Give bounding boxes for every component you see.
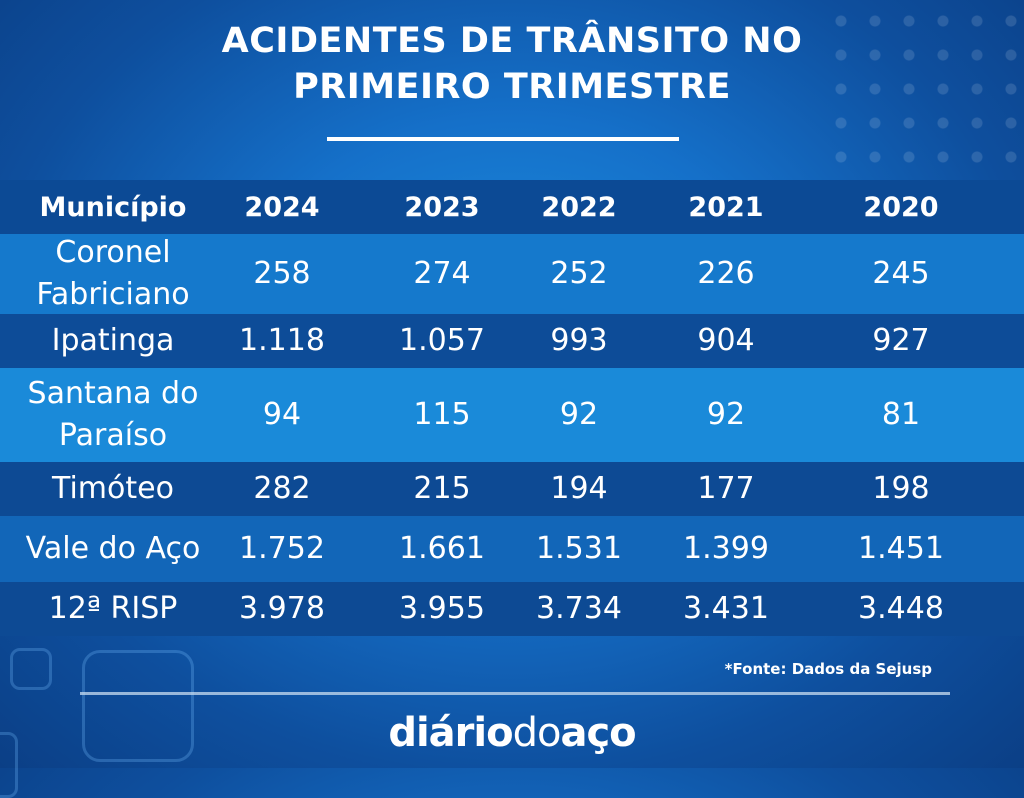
municipality-label-line: Ipatinga [51,323,175,358]
rounded-square-decoration [10,648,52,690]
table-cell-value: 1.451 [858,531,944,566]
table-cell-value: 81 [881,397,921,432]
municipality-label: 12ª RISP [8,582,218,636]
column-header-2024: 2024 [244,191,320,223]
table-cell-value: 3.431 [683,591,769,626]
municipality-label: Vale do Aço [8,516,218,582]
table-cell-value: 927 [872,323,930,358]
table-cell-value: 194 [550,471,608,506]
rounded-square-decoration [82,650,194,762]
table-row: Coronel Fabriciano 258 274 252 226 245 [0,234,1024,314]
page-title: ACIDENTES DE TRÂNSITO NO PRIMEIRO TRIMES… [0,18,1024,110]
logo-part-diario: diário [388,710,513,756]
title-line-1: ACIDENTES DE TRÂNSITO NO [221,21,803,61]
brand-logo: diáriodoaço [0,710,1024,756]
column-header-2021: 2021 [688,191,764,223]
table-cell-value: 904 [697,323,755,358]
municipality-label: Ipatinga [8,314,218,368]
column-header-2020: 2020 [863,191,939,223]
table-cell-value: 198 [872,471,930,506]
municipality-label: Coronel Fabriciano [8,234,218,314]
table-cell-value: 115 [413,397,471,432]
municipality-label-line: Santana do [27,376,199,411]
table-header-row: Município 2024 2023 2022 2021 2020 [0,180,1024,234]
logo-part-aco: aço [560,710,636,756]
table-cell-value: 282 [253,471,311,506]
table-cell-value: 1.057 [399,323,485,358]
table-cell-value: 1.118 [239,323,325,358]
column-header-municipio: Município [39,191,187,223]
table-cell-value: 3.448 [858,591,944,626]
table-row: 12ª RISP 3.978 3.955 3.734 3.431 3.448 [0,582,1024,636]
table-cell-value: 92 [559,397,599,432]
table-row: Vale do Aço 1.752 1.661 1.531 1.399 1.451 [0,516,1024,582]
table-row: Santana do Paraíso 94 115 92 92 81 [0,368,1024,462]
table-cell-value: 993 [550,323,608,358]
table-cell-value: 177 [697,471,755,506]
municipality-label-line: Timóteo [52,471,174,506]
table-cell-value: 3.955 [399,591,485,626]
municipality-label-line: 12ª RISP [48,591,178,626]
table-cell-value: 245 [872,256,930,291]
table-cell-value: 226 [697,256,755,291]
municipality-label: Timóteo [8,462,218,516]
table-cell-value: 1.531 [536,531,622,566]
table-cell-value: 1.661 [399,531,485,566]
table-cell-value: 1.399 [683,531,769,566]
table-cell-value: 252 [550,256,608,291]
column-header-2023: 2023 [404,191,480,223]
title-line-2: PRIMEIRO TRIMESTRE [293,67,731,107]
table-cell-value: 274 [413,256,471,291]
table-cell-value: 92 [706,397,746,432]
municipality-label-line: Paraíso [58,418,168,453]
footer-divider [80,692,950,695]
table-row: Timóteo 282 215 194 177 198 [0,462,1024,516]
accidents-table: Município 2024 2023 2022 2021 2020 Coron… [0,180,1024,636]
table-cell-value: 215 [413,471,471,506]
column-header-2022: 2022 [541,191,617,223]
source-note: *Fonte: Dados da Sejusp [724,660,932,678]
logo-part-do: do [512,710,562,756]
title-underline [327,137,679,141]
table-cell-value: 258 [253,256,311,291]
table-cell-value: 94 [262,397,302,432]
table-cell-value: 3.734 [536,591,622,626]
table-row: Ipatinga 1.118 1.057 993 904 927 [0,314,1024,368]
municipality-label-line: Vale do Aço [25,531,201,566]
municipality-label: Santana do Paraíso [8,368,218,462]
municipality-label-line: Fabriciano [36,277,190,312]
table-cell-value: 3.978 [239,591,325,626]
table-cell-value: 1.752 [239,531,325,566]
municipality-label-line: Coronel [55,235,171,270]
